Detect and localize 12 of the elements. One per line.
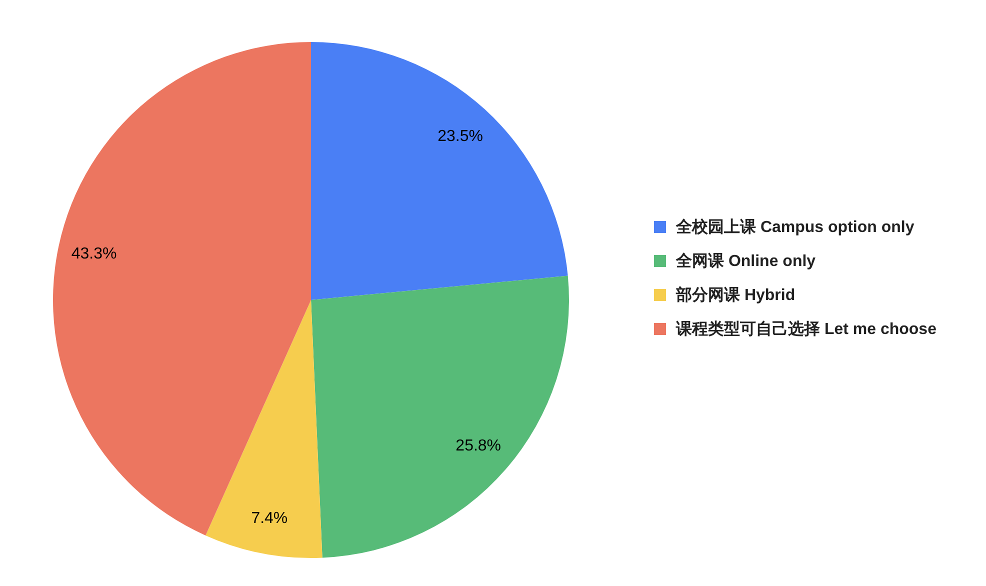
data-label: 25.8% [456, 438, 502, 455]
data-label: 23.5% [438, 128, 484, 145]
legend-label: 课程类型可自己选择 Let me choose [675, 320, 937, 338]
pie-slice [311, 276, 569, 558]
data-label: 7.4% [251, 510, 288, 527]
pie-slice [53, 42, 311, 536]
pie-slice [311, 42, 568, 300]
legend-label: 全校园上课 Campus option only [675, 218, 914, 236]
legend-label: 部分网课 Hybrid [675, 286, 796, 304]
data-label: 43.3% [71, 246, 117, 263]
pie-slice [206, 300, 322, 558]
legend-label: 全网课 Online only [675, 252, 816, 270]
